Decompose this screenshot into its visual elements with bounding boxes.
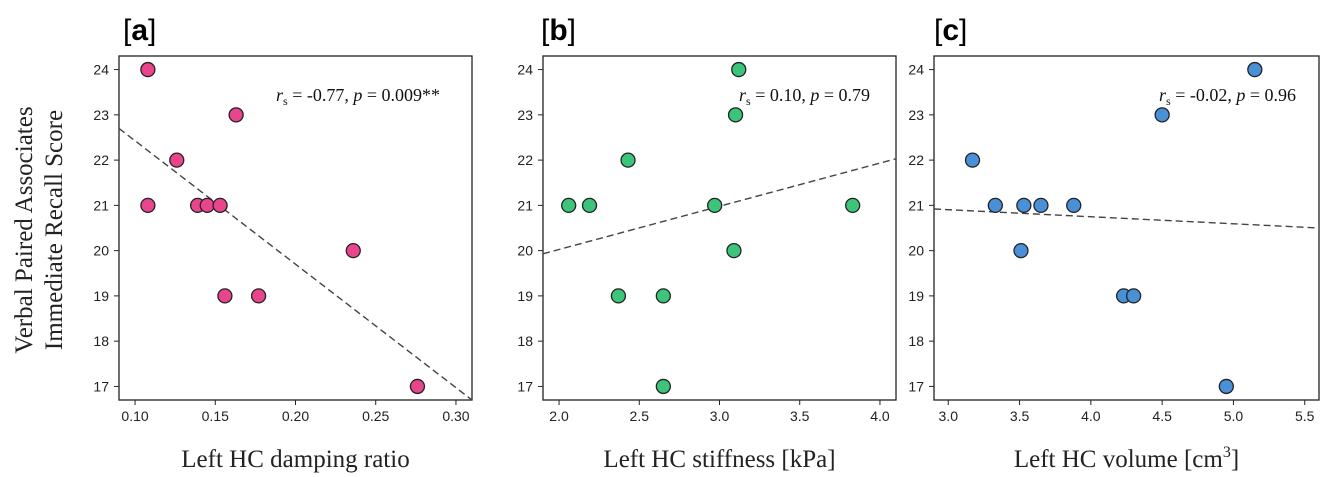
data-point	[170, 153, 184, 167]
data-point	[621, 153, 635, 167]
plot-frame	[934, 56, 1319, 400]
panel-b: [b] 17 18 19 20 21 22 23 24 2.0 2.5 3.0 3.5 4.0 rs = 0…	[517, 14, 896, 473]
data-point	[1017, 198, 1031, 212]
x-tick-label: 0.20	[282, 408, 309, 424]
panel-label: [c]	[934, 14, 967, 47]
data-point	[1248, 63, 1262, 77]
data-point	[346, 244, 360, 258]
y-tick-label: 22	[93, 152, 109, 168]
plot-frame	[119, 56, 472, 400]
data-point	[229, 108, 243, 122]
x-tick-label: 0.25	[362, 408, 389, 424]
data-point	[583, 198, 597, 212]
stats-annotation: rs = -0.02, p = 0.96	[1159, 85, 1296, 108]
x-tick-label: 2.5	[630, 408, 650, 424]
data-point	[1014, 244, 1028, 258]
data-point	[141, 63, 155, 77]
panel-a: [a] 17 18 19 20 21 22 23 24 0.10 0.15 0.20 0.25 0.30 r…	[93, 14, 472, 473]
data-point	[562, 198, 576, 212]
y-tick-label: 18	[908, 333, 924, 349]
y-tick-label: 24	[93, 62, 109, 78]
data-point	[410, 379, 424, 393]
data-point	[846, 198, 860, 212]
y-tick-label: 20	[517, 243, 533, 259]
y-tick-label: 21	[517, 197, 533, 213]
y-tick-label: 23	[93, 107, 109, 123]
y-tick-label: 18	[517, 333, 533, 349]
data-point	[252, 289, 266, 303]
data-point	[1155, 108, 1169, 122]
y-tick-label: 19	[908, 288, 924, 304]
x-axis-label: Left HC damping ratio	[181, 446, 409, 473]
data-point	[966, 153, 980, 167]
y-tick-label: 23	[908, 107, 924, 123]
x-tick-label: 4.5	[1152, 408, 1172, 424]
data-point	[732, 63, 746, 77]
x-axis-label: Left HC volume [cm3]	[1014, 444, 1239, 473]
y-tick-label: 17	[517, 378, 533, 394]
data-point	[611, 289, 625, 303]
data-point	[1127, 289, 1141, 303]
y-tick-label: 22	[517, 152, 533, 168]
panel-c: [c] 17 18 19 20 21 22 23 24 3.0 3.5 4.0 4.5 5.0 5.5 rs …	[908, 14, 1319, 473]
data-point	[656, 289, 670, 303]
plot-frame	[543, 56, 896, 400]
x-tick-label: 3.5	[790, 408, 810, 424]
data-point	[141, 198, 155, 212]
data-point	[656, 379, 670, 393]
y-tick-label: 23	[517, 107, 533, 123]
x-tick-label: 3.0	[710, 408, 730, 424]
y-tick-label: 22	[908, 152, 924, 168]
x-tick-label: 0.15	[202, 408, 229, 424]
y-tick-label: 19	[93, 288, 109, 304]
y-tick-label: 24	[517, 62, 533, 78]
y-tick-label: 18	[93, 333, 109, 349]
data-point	[727, 244, 741, 258]
x-tick-label: 0.10	[121, 408, 148, 424]
stats-annotation: rs = 0.10, p = 0.79	[739, 85, 870, 108]
data-point	[218, 289, 232, 303]
x-tick-label: 0.30	[442, 408, 469, 424]
data-point	[1034, 198, 1048, 212]
data-point	[988, 198, 1002, 212]
data-point	[213, 198, 227, 212]
y-tick-label: 17	[908, 378, 924, 394]
data-point	[729, 108, 743, 122]
y-tick-label: 21	[908, 197, 924, 213]
x-tick-label: 5.0	[1224, 408, 1244, 424]
data-point	[1067, 198, 1081, 212]
panel-label: [b]	[541, 14, 576, 47]
y-tick-label: 20	[93, 243, 109, 259]
x-tick-label: 3.5	[1010, 408, 1030, 424]
x-axis-label: Left HC stiffness [kPa]	[603, 446, 835, 473]
x-tick-label: 3.0	[939, 408, 959, 424]
y-tick-label: 20	[908, 243, 924, 259]
trend-line	[119, 128, 472, 400]
x-tick-label: 2.0	[549, 408, 569, 424]
x-tick-label: 5.5	[1295, 408, 1315, 424]
panel-label: [a]	[123, 14, 156, 47]
x-tick-label: 4.0	[870, 408, 890, 424]
data-point	[1219, 379, 1233, 393]
data-point	[708, 198, 722, 212]
stats-annotation: rs = -0.77, p = 0.009**	[276, 85, 440, 108]
x-tick-label: 4.0	[1081, 408, 1101, 424]
y-tick-label: 21	[93, 197, 109, 213]
data-point	[200, 198, 214, 212]
y-tick-label: 19	[517, 288, 533, 304]
y-tick-label: 17	[93, 378, 109, 394]
y-tick-label: 24	[908, 62, 924, 78]
